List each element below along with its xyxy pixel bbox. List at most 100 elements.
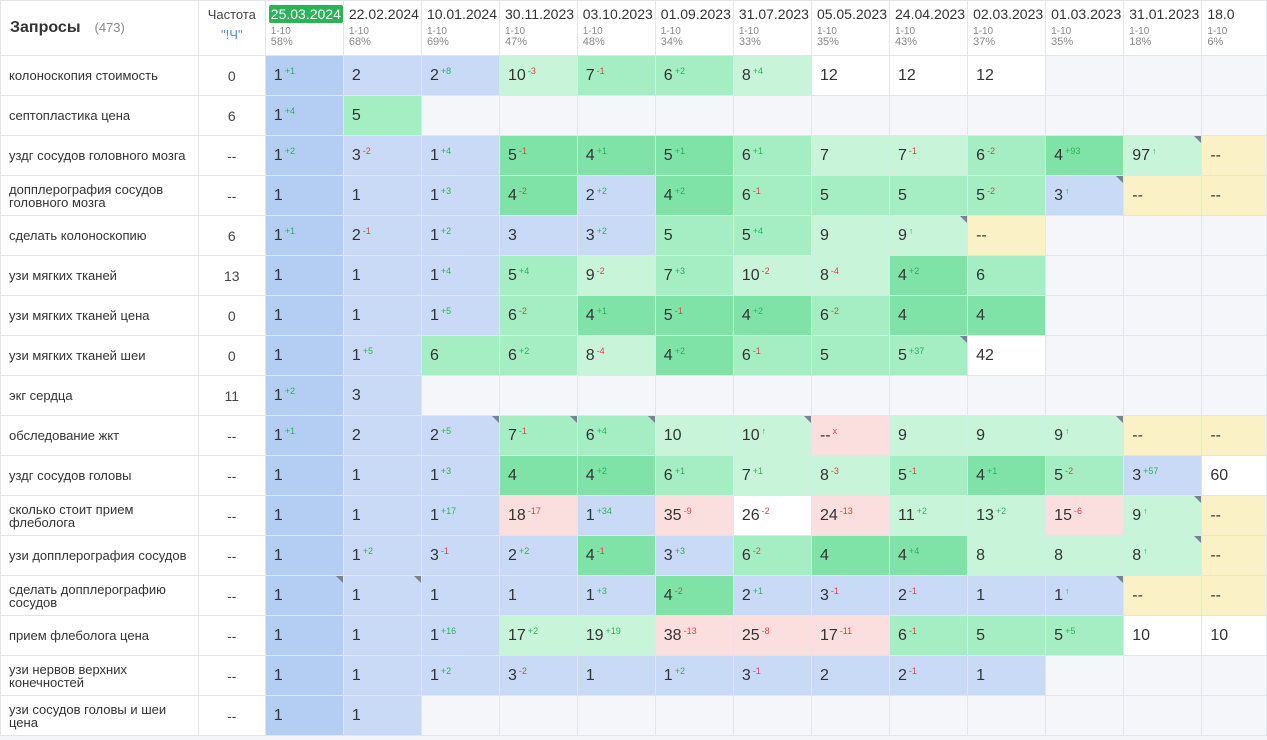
position-cell[interactable]: 38 -13 — [654, 615, 734, 656]
query-cell[interactable]: колоноскопия стоимость — [0, 55, 199, 96]
date-column-header[interactable]: 31.07.2023 1-10 33% — [732, 0, 812, 56]
position-cell[interactable]: 4 +2 — [732, 295, 812, 336]
position-cell[interactable]: 24 -13 — [810, 495, 891, 536]
position-cell[interactable]: 7 -1 — [889, 135, 969, 176]
query-cell[interactable]: узи мягких тканей цена — [0, 295, 199, 336]
position-cell[interactable]: 9 ↑ — [1045, 415, 1125, 456]
position-cell[interactable]: 3 ↑ — [1045, 175, 1125, 216]
position-cell[interactable]: 1 — [342, 615, 422, 656]
position-cell[interactable]: 5 +5 — [1045, 615, 1125, 656]
position-cell[interactable]: 1 +2 — [420, 215, 501, 256]
position-cell[interactable]: 10 -3 — [499, 55, 578, 96]
position-cell[interactable]: 6 -2 — [499, 295, 578, 336]
position-cell[interactable]: 15 -6 — [1045, 495, 1125, 536]
position-cell[interactable]: 1 +3 — [420, 175, 501, 216]
position-cell[interactable]: 1 +2 — [654, 655, 734, 696]
position-cell[interactable]: 2 — [342, 55, 422, 96]
date-column-header[interactable]: 18.0 1-10 6% — [1201, 0, 1267, 56]
position-cell[interactable]: 17 +2 — [499, 615, 578, 656]
position-cell[interactable]: 1 +4 — [420, 135, 501, 176]
position-cell[interactable]: 1 +2 — [420, 655, 501, 696]
query-cell[interactable]: узи допплерография сосудов — [0, 535, 199, 576]
position-cell[interactable]: 1 — [420, 575, 501, 616]
position-cell[interactable]: 2 +2 — [576, 175, 656, 216]
position-cell[interactable]: 3 — [342, 375, 422, 416]
position-cell[interactable]: 5 — [342, 95, 422, 136]
query-cell[interactable]: уздг сосудов головы — [0, 455, 199, 496]
position-cell[interactable]: 5 -2 — [1045, 455, 1125, 496]
position-cell[interactable]: 1 — [342, 295, 422, 336]
position-cell[interactable]: 25 -8 — [732, 615, 812, 656]
query-cell[interactable]: обследование жкт — [0, 415, 199, 456]
position-cell[interactable]: 8 — [967, 535, 1047, 576]
position-cell[interactable]: 5 -1 — [654, 295, 734, 336]
position-cell[interactable]: 1 +4 — [264, 95, 344, 136]
query-cell[interactable]: сделать колоноскопию — [0, 215, 199, 256]
position-cell[interactable]: 1 — [264, 655, 344, 696]
position-cell[interactable]: 1 — [967, 575, 1047, 616]
position-cell[interactable]: -- — [1123, 575, 1203, 616]
position-cell[interactable]: 1 — [499, 575, 578, 616]
position-cell[interactable]: 1 +1 — [264, 215, 344, 256]
position-cell[interactable]: 6 -1 — [732, 175, 812, 216]
position-cell[interactable]: 5 +4 — [499, 255, 578, 296]
position-cell[interactable]: 1 — [264, 575, 344, 616]
position-cell[interactable]: 2 +8 — [420, 55, 501, 96]
position-cell[interactable]: 1 +2 — [264, 375, 344, 416]
position-cell[interactable]: 3 -2 — [499, 655, 578, 696]
position-cell[interactable]: 42 — [967, 335, 1047, 376]
frequency-column-header[interactable]: Частота "!Ч" — [197, 0, 266, 56]
position-cell[interactable]: 1 — [264, 335, 344, 376]
position-cell[interactable]: 3 -1 — [732, 655, 812, 696]
position-cell[interactable]: 4 +1 — [967, 455, 1047, 496]
queries-column-header[interactable]: Запросы (473) — [0, 0, 199, 56]
date-column-header[interactable]: 10.01.2024 1-10 69% — [420, 0, 501, 56]
position-cell[interactable]: 8 -4 — [576, 335, 656, 376]
date-column-header[interactable]: 02.03.2023 1-10 37% — [967, 0, 1047, 56]
position-cell[interactable]: 6 -1 — [732, 335, 812, 376]
position-cell[interactable]: 1 +34 — [576, 495, 656, 536]
position-cell[interactable]: 97 ↑ — [1123, 135, 1203, 176]
position-cell[interactable]: 1 — [264, 615, 344, 656]
query-cell[interactable]: экг сердца — [0, 375, 199, 416]
position-cell[interactable]: 4 -2 — [654, 575, 734, 616]
position-cell[interactable]: 1 — [576, 655, 656, 696]
position-cell[interactable]: 1 — [342, 255, 422, 296]
position-cell[interactable]: 5 — [810, 335, 891, 376]
position-cell[interactable]: 1 — [264, 255, 344, 296]
position-cell[interactable]: 1 +1 — [264, 415, 344, 456]
position-cell[interactable]: 1 — [264, 455, 344, 496]
position-cell[interactable]: 10 ↑ — [732, 415, 812, 456]
position-cell[interactable]: 2 — [810, 655, 891, 696]
query-cell[interactable]: узи сосудов головы и шеи цена — [0, 695, 199, 736]
position-cell[interactable]: 5 — [967, 615, 1047, 656]
position-cell[interactable]: 8 — [1045, 535, 1125, 576]
position-cell[interactable]: 5 +4 — [732, 215, 812, 256]
date-column-header[interactable]: 22.02.2024 1-10 68% — [342, 0, 422, 56]
position-cell[interactable]: 4 +1 — [576, 135, 656, 176]
position-cell[interactable]: 7 +3 — [654, 255, 734, 296]
date-column-header[interactable]: 30.11.2023 1-10 47% — [499, 0, 578, 56]
position-cell[interactable]: 17 -11 — [810, 615, 891, 656]
position-cell[interactable]: 4 +2 — [889, 255, 969, 296]
position-cell[interactable]: 10 -2 — [732, 255, 812, 296]
query-cell[interactable]: прием флеболога цена — [0, 615, 199, 656]
position-cell[interactable]: 5 +1 — [654, 135, 734, 176]
position-cell[interactable]: 1 — [264, 695, 344, 736]
query-cell[interactable]: септопластика цена — [0, 95, 199, 136]
position-cell[interactable]: 2 -1 — [889, 655, 969, 696]
position-cell[interactable]: 3 -1 — [810, 575, 891, 616]
position-cell[interactable]: 10 — [1123, 615, 1203, 656]
position-cell[interactable]: 4 — [967, 295, 1047, 336]
position-cell[interactable]: 2 +5 — [420, 415, 501, 456]
position-cell[interactable]: -- — [1201, 495, 1267, 536]
position-cell[interactable]: 2 +2 — [499, 535, 578, 576]
position-cell[interactable]: 1 ↑ — [1045, 575, 1125, 616]
position-cell[interactable]: 8 -3 — [810, 455, 891, 496]
position-cell[interactable]: 26 -2 — [732, 495, 812, 536]
position-cell[interactable]: 3 -1 — [420, 535, 501, 576]
position-cell[interactable]: 4 +2 — [576, 455, 656, 496]
date-column-header[interactable]: 05.05.2023 1-10 35% — [810, 0, 891, 56]
query-cell[interactable]: сколько стоит прием флеболога — [0, 495, 199, 536]
position-cell[interactable]: 12 — [967, 55, 1047, 96]
